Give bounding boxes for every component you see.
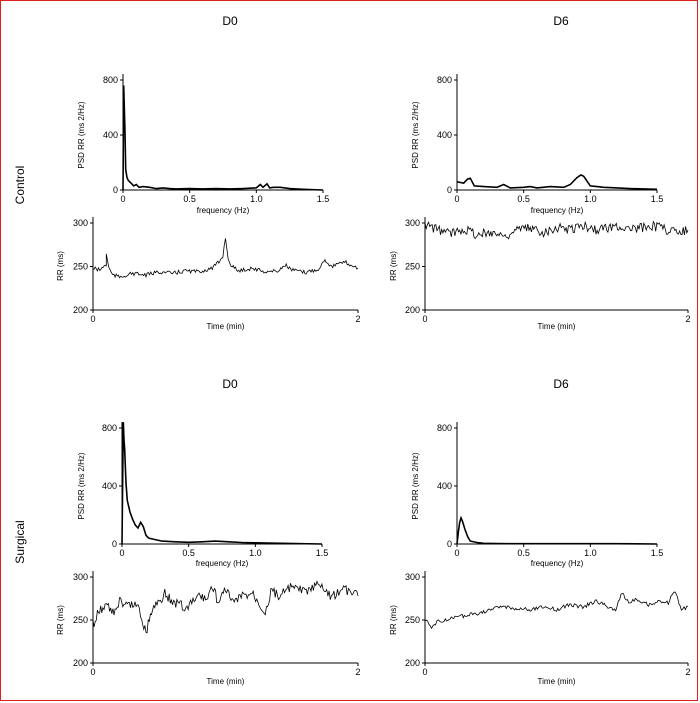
surgical-d6-rr-ytick-label: 250	[405, 615, 420, 625]
title-control-d0: D0	[222, 14, 238, 28]
control-d0-psd-ytick-label: 400	[103, 130, 118, 140]
control-d6-rr-xtick-label: 2	[685, 314, 690, 324]
control-d6-psd-ytick-label: 400	[437, 130, 452, 140]
surgical-d6-rr-xlabel: Time (min)	[538, 677, 576, 686]
control-d0-rr-ylabel: RR (ms)	[56, 251, 65, 281]
surgical-d0-psd-ytick-label: 400	[102, 481, 117, 491]
surgical-d6-psd-ylabel: PSD RR (ms 2/Hz)	[411, 452, 420, 519]
surgical-d0-psd-xtick-label: 1.5	[316, 548, 329, 558]
control-d0-rr-series-line	[92, 238, 359, 279]
control-d0-psd-series-line	[122, 85, 324, 191]
control-d6-rr-xtick-label: 0	[422, 314, 427, 324]
control-d6-rr-ytick-label: 250	[405, 262, 420, 272]
surgical-d0-psd-xtick-label: 1.0	[249, 548, 262, 558]
surgical-d6-rr-xtick-label: 0	[422, 667, 427, 677]
surgical-d0-rr-ytick-label: 250	[73, 615, 88, 625]
surgical-d0-psd-xtick-label: 0.5	[182, 548, 195, 558]
control-d6-rr-ytick-label: 200	[405, 305, 420, 315]
control-d0-rr-ytick-label: 250	[73, 262, 88, 272]
surgical-d6-psd-xtick-label: 1.5	[651, 548, 664, 558]
control-d6-psd-xlabel: frequency (Hz)	[531, 206, 584, 215]
surgical-d6-psd-ytick-label: 400	[437, 481, 452, 491]
surgical-d0-rr-xlabel: Time (min)	[207, 677, 245, 686]
surgical-d0-psd-xtick-label: 0	[119, 548, 124, 558]
control-d6-psd-xtick-label: 0.5	[517, 194, 530, 204]
surgical-d0-rr-series-line	[92, 580, 359, 634]
control-d0-psd-xlabel: frequency (Hz)	[197, 206, 250, 215]
surgical-d6-psd-ytick-label: 0	[447, 539, 452, 549]
control-d6-psd-ytick-label: 800	[437, 75, 452, 85]
surgical-d0-rr-ylabel: RR (ms)	[56, 605, 65, 635]
control-d6-rr-ytick-label: 300	[405, 218, 420, 228]
title-control-d6: D6	[553, 14, 569, 28]
surgical-d0-rr-xtick-label: 2	[355, 667, 360, 677]
surgical-d6-rr-series-line	[424, 591, 689, 630]
surgical-d6-rr-ytick-label: 200	[405, 658, 420, 668]
control-d6-psd-ylabel: PSD RR (ms 2/Hz)	[411, 101, 420, 168]
surgical-d6-psd-series-line	[456, 515, 658, 545]
surgical-d0-rr-ytick-label: 200	[73, 658, 88, 668]
control-d0-rr-ytick-label: 200	[73, 305, 88, 315]
control-d0-rr-ytick-label: 300	[73, 218, 88, 228]
surgical-d0-psd-xlabel: frequency (Hz)	[196, 559, 249, 568]
surgical-d0-psd-series-line	[121, 422, 323, 545]
control-d6-rr-xlabel: Time (min)	[538, 322, 576, 331]
control-d6-rr-series-line	[424, 220, 689, 240]
surgical-d6-psd-xlabel: frequency (Hz)	[531, 559, 584, 568]
surgical-d0-rr-xtick-label: 0	[90, 667, 95, 677]
surgical-d0-psd-ytick-label: 800	[102, 423, 117, 433]
control-d6-psd-xtick-label: 1.5	[651, 194, 664, 204]
surgical-d6-psd-xtick-label: 0	[454, 548, 459, 558]
surgical-d6-rr-xtick-label: 2	[685, 667, 690, 677]
surgical-d0-psd-ylabel: PSD RR (ms 2/Hz)	[77, 452, 86, 519]
control-d0-psd-ylabel: PSD RR (ms 2/Hz)	[77, 101, 86, 168]
control-d6-psd-series-line	[456, 173, 658, 191]
surgical-d6-psd-xtick-label: 0.5	[517, 548, 530, 558]
control-d6-psd-ytick-label: 0	[447, 185, 452, 195]
title-surgical-d6: D6	[553, 377, 569, 391]
surgical-d6-psd-xtick-label: 1.0	[584, 548, 597, 558]
surgical-d0-psd-ytick-label: 0	[112, 539, 117, 549]
control-d6-rr-ylabel: RR (ms)	[389, 251, 398, 281]
control-d6-psd-xtick-label: 1.0	[584, 194, 597, 204]
control-d0-psd-xtick-label: 0	[120, 194, 125, 204]
surgical-d6-rr-ytick-label: 300	[405, 572, 420, 582]
control-d0-psd-ytick-label: 800	[103, 75, 118, 85]
title-surgical-d0: D0	[222, 377, 238, 391]
surgical-d6-psd-ytick-label: 800	[437, 423, 452, 433]
control-d0-rr-xtick-label: 0	[90, 314, 95, 324]
control-d0-psd-xtick-label: 1.5	[317, 194, 330, 204]
control-d0-psd-ytick-label: 0	[113, 185, 118, 195]
control-d0-psd-xtick-label: 0.5	[183, 194, 196, 204]
surgical-d0-rr-ytick-label: 300	[73, 572, 88, 582]
surgical-d6-rr-ylabel: RR (ms)	[389, 605, 398, 635]
control-d0-rr-xtick-label: 2	[355, 314, 360, 324]
control-d0-rr-xlabel: Time (min)	[207, 322, 245, 331]
control-d0-psd-xtick-label: 1.0	[250, 194, 263, 204]
control-d6-psd-xtick-label: 0	[454, 194, 459, 204]
